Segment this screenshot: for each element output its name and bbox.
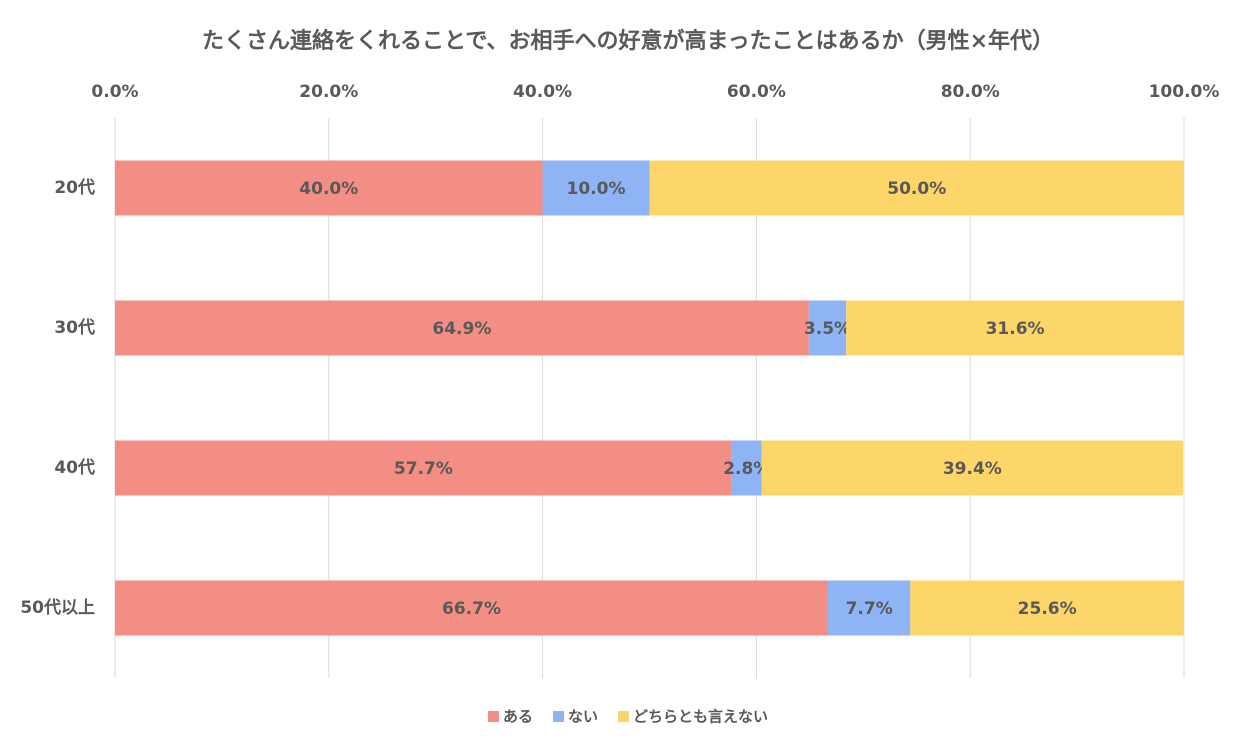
x-tick-label: 60.0% bbox=[727, 82, 786, 102]
x-tick-label: 0.0% bbox=[91, 82, 138, 102]
data-label: 57.7% bbox=[394, 459, 453, 479]
bar-segment bbox=[846, 300, 1184, 356]
legend-marker bbox=[487, 711, 499, 722]
bar-segment bbox=[761, 440, 1183, 496]
x-tick-label: 20.0% bbox=[299, 82, 358, 102]
data-label: 3.5% bbox=[804, 319, 851, 339]
data-label: 10.0% bbox=[567, 179, 626, 199]
y-tick-label: 50代以上 bbox=[20, 597, 95, 618]
data-label: 50.0% bbox=[887, 179, 946, 199]
bar-segment bbox=[828, 580, 911, 636]
bar-segment bbox=[910, 580, 1184, 636]
data-label: 39.4% bbox=[943, 459, 1002, 479]
legend-label: どちらとも言えない bbox=[633, 708, 768, 726]
legend-marker bbox=[552, 711, 564, 722]
legend-marker bbox=[618, 711, 630, 722]
data-label: 66.7% bbox=[442, 599, 501, 619]
data-label: 2.8% bbox=[723, 459, 770, 479]
chart-title: たくさん連絡をくれることで、お相手への好意が高まったことはあるか（男性×年代） bbox=[202, 28, 1054, 54]
x-tick-label: 80.0% bbox=[941, 82, 1000, 102]
bar-segment bbox=[542, 160, 650, 216]
bar-segment bbox=[115, 440, 732, 496]
y-tick-label: 20代 bbox=[54, 177, 95, 198]
x-tick-label: 100.0% bbox=[1149, 82, 1220, 102]
y-tick-label: 30代 bbox=[54, 317, 95, 338]
legend-label: ない bbox=[568, 708, 598, 726]
data-label: 31.6% bbox=[986, 319, 1045, 339]
data-label: 40.0% bbox=[299, 179, 358, 199]
data-label: 7.7% bbox=[846, 599, 893, 619]
x-tick-label: 40.0% bbox=[513, 82, 572, 102]
bar-segment bbox=[115, 300, 809, 356]
y-tick-label: 40代 bbox=[54, 457, 95, 478]
bar-segment bbox=[115, 160, 543, 216]
bar-segment bbox=[731, 440, 762, 496]
data-label: 64.9% bbox=[432, 319, 491, 339]
bar-segment bbox=[808, 300, 847, 356]
data-label: 25.6% bbox=[1018, 599, 1077, 619]
legend-label: ある bbox=[503, 708, 533, 726]
bar-segment bbox=[115, 580, 829, 636]
bar-segment bbox=[649, 160, 1184, 216]
